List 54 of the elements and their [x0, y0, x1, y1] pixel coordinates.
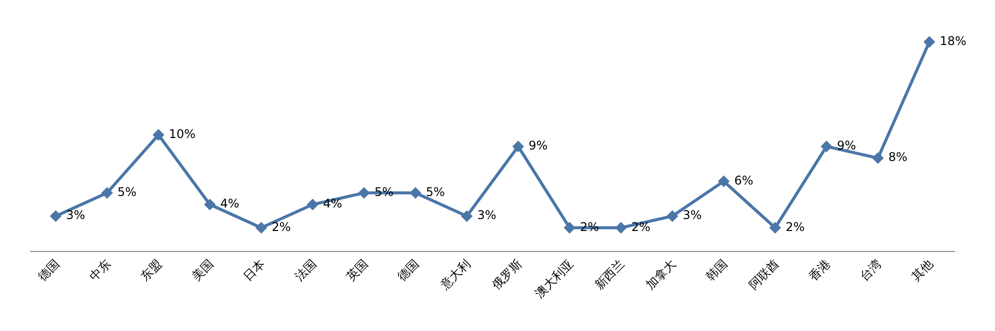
- data-label: 18%: [936, 34, 966, 48]
- x-tick-label: 台湾: [857, 256, 884, 284]
- data-label: 2%: [268, 220, 291, 234]
- point: [769, 222, 781, 234]
- point: [564, 222, 576, 234]
- data-label: 5%: [422, 184, 445, 199]
- data-label: 6%: [730, 173, 754, 188]
- x-tick-label: 韩国: [703, 256, 730, 284]
- x-tick-label: 新西兰: [592, 256, 628, 292]
- point: [615, 222, 627, 234]
- x-tick-label: 意大利: [437, 256, 474, 293]
- data-label: 9%: [833, 138, 856, 152]
- point: [306, 198, 318, 210]
- data-label: 3%: [473, 208, 496, 222]
- x-tick-label: 日本: [240, 256, 268, 284]
- x-tick-label: 香港: [806, 256, 833, 284]
- data-label: 2%: [576, 220, 600, 234]
- data-label: 10%: [165, 126, 196, 141]
- x-tick-label: 法国: [292, 256, 320, 284]
- point: [820, 140, 832, 152]
- point: [410, 187, 422, 199]
- x-tick-label: 德国: [394, 256, 422, 284]
- x-tick-label: 澳大利亚: [532, 256, 576, 301]
- point: [872, 152, 884, 164]
- point: [460, 210, 473, 222]
- point: [152, 129, 164, 141]
- x-tick-label: 加拿大: [643, 256, 679, 292]
- data-label: 5%: [370, 184, 394, 199]
- data-label: 4%: [319, 196, 342, 211]
- x-tick-label: 阿联酋: [746, 256, 782, 292]
- data-label: 4%: [216, 196, 240, 211]
- x-tick-label: 其他: [908, 256, 936, 284]
- data-label: 3%: [62, 208, 86, 222]
- x-tick-label: 英国: [344, 256, 370, 284]
- x-tick-label: 美国: [189, 256, 216, 284]
- x-tick-label: 俄罗斯: [489, 256, 525, 292]
- x-tick-label: 中东: [86, 256, 114, 284]
- point: [718, 175, 730, 188]
- data-label: 2%: [782, 220, 805, 234]
- point: [512, 140, 524, 152]
- data-label: 3%: [678, 208, 702, 222]
- data-label: 8%: [884, 150, 908, 164]
- point: [666, 210, 678, 222]
- point: [923, 36, 936, 48]
- point: [204, 198, 216, 210]
- data-label: 5%: [114, 184, 137, 199]
- point: [255, 222, 268, 234]
- point: [101, 187, 113, 199]
- data-label: 2%: [628, 220, 650, 234]
- data-label: 9%: [524, 138, 548, 152]
- point: [50, 210, 62, 222]
- x-tick-label: 德国: [35, 256, 62, 284]
- point: [358, 187, 370, 199]
- x-tick-label: 东盟: [138, 256, 165, 284]
